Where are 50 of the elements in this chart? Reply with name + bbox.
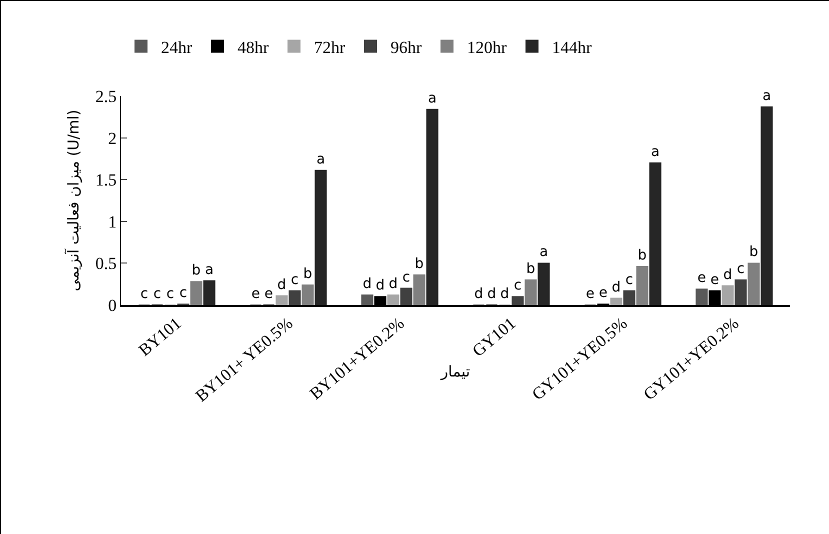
data-label: c xyxy=(166,286,174,302)
data-label: c xyxy=(625,272,634,288)
data-label: c xyxy=(290,272,299,288)
data-label: a xyxy=(762,88,772,104)
legend-label: 48hr xyxy=(238,38,269,57)
y-tick-label: 1 xyxy=(108,212,117,232)
data-label: d xyxy=(376,278,385,294)
data-label: b xyxy=(192,262,201,279)
y-tick-label: 1.5 xyxy=(95,170,117,190)
data-label: d xyxy=(487,286,496,302)
data-label: a xyxy=(650,144,660,160)
data-label: e xyxy=(251,286,260,302)
data-label: b xyxy=(303,266,312,282)
x-axis-title: تیمار xyxy=(440,362,470,380)
legend-label: 72hr xyxy=(314,38,346,57)
data-label: b xyxy=(638,248,647,264)
data-label: a xyxy=(316,151,326,168)
data-label: e xyxy=(710,272,720,288)
y-tick-label: 2.5 xyxy=(95,86,117,106)
legend-label: 24hr xyxy=(161,38,192,57)
data-label: d xyxy=(277,276,286,293)
data-label: d xyxy=(500,286,510,302)
data-label: e xyxy=(697,270,706,286)
data-label: c xyxy=(153,286,162,302)
data-label: d xyxy=(388,276,398,292)
data-label: e xyxy=(264,286,274,302)
data-label: d xyxy=(474,286,484,302)
data-label: c xyxy=(179,285,188,302)
data-label: c xyxy=(514,278,522,294)
data-label: d xyxy=(362,276,372,292)
data-label: a xyxy=(539,244,548,260)
data-label: c xyxy=(402,269,410,286)
data-label: c xyxy=(736,260,745,277)
data-label: c xyxy=(140,286,148,302)
data-label: e xyxy=(586,286,595,302)
y-tick-label: 0 xyxy=(108,296,117,315)
data-label: b xyxy=(526,260,536,277)
legend-label: 120hr xyxy=(467,38,507,57)
data-label: d xyxy=(723,266,732,283)
legend-label: 96hr xyxy=(390,38,422,57)
data-label: b xyxy=(414,256,424,272)
data-label: a xyxy=(428,90,437,106)
y-axis-title: میزان فعالیت آنزیمی (U/ml) xyxy=(64,110,83,292)
data-label: b xyxy=(749,244,758,260)
data-label: e xyxy=(598,285,608,302)
y-tick-label: 2 xyxy=(108,128,117,148)
data-label: d xyxy=(612,279,621,296)
data-label: a xyxy=(204,262,214,278)
legend-label: 144hr xyxy=(552,38,592,57)
y-tick-label: 0.5 xyxy=(95,254,117,274)
